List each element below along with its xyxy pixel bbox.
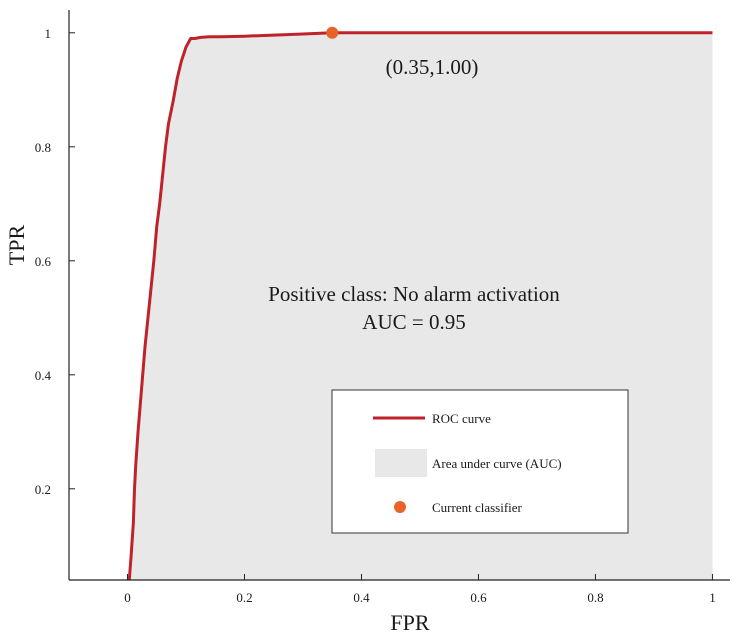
- x-tick-label: 0.8: [587, 590, 603, 605]
- y-axis-title: TPR: [4, 225, 29, 266]
- y-tick-label: 1: [45, 26, 52, 41]
- legend: ROC curve Area under curve (AUC) Current…: [331, 389, 629, 534]
- legend-classifier-label: Current classifier: [432, 500, 523, 515]
- y-tick-label: 0.4: [35, 368, 52, 383]
- roc-curve-line: [127, 31, 713, 581]
- y-tick-label: 0.8: [35, 140, 51, 155]
- legend-roc-label: ROC curve: [432, 411, 491, 426]
- axes: 0 0.2 0.4 0.6 0.8 1 0.2 0.4 0.6 0.8 1: [35, 10, 730, 605]
- x-tick-label: 1: [709, 590, 716, 605]
- legend-auc-label: Area under curve (AUC): [432, 456, 562, 471]
- legend-auc-swatch: [375, 449, 427, 477]
- y-tick-label: 0.2: [35, 482, 51, 497]
- x-tick-label: 0.6: [470, 590, 487, 605]
- x-tick-label: 0.2: [236, 590, 252, 605]
- x-tick-label: 0: [124, 590, 131, 605]
- x-axis-title: FPR: [390, 610, 429, 635]
- legend-classifier-swatch: [394, 501, 406, 513]
- current-classifier-point: [326, 26, 339, 39]
- current-classifier-label: (0.35,1.00): [386, 55, 479, 79]
- x-tick-label: 0.4: [353, 590, 370, 605]
- y-tick-label: 0.6: [35, 254, 52, 269]
- positive-class-annotation: Positive class: No alarm activation: [268, 282, 560, 306]
- auc-annotation: AUC = 0.95: [362, 310, 465, 334]
